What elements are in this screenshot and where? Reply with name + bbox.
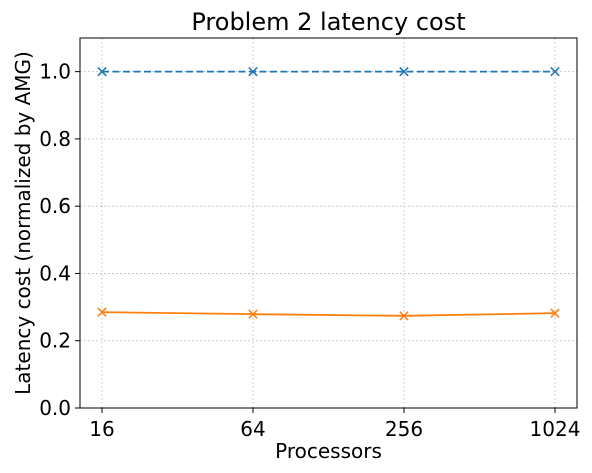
- y-tick-label: 0.2: [39, 329, 71, 353]
- y-tick-label: 1.0: [39, 60, 71, 84]
- y-axis-label: Latency cost (normalized by AMG): [11, 51, 35, 395]
- series-2-point: [248, 309, 258, 319]
- x-tick-label: 256: [385, 417, 423, 441]
- y-tick-label: 0.6: [39, 194, 71, 218]
- series-line-2: [101, 311, 556, 317]
- grid-lines: [80, 38, 577, 409]
- series-1-point: [97, 66, 107, 77]
- series-1-point: [248, 66, 258, 77]
- series-2-point: [399, 311, 409, 321]
- series-layer: [97, 66, 560, 321]
- x-tick-label: 1024: [530, 417, 581, 441]
- x-axis-label: Processors: [275, 439, 382, 463]
- series-2-point: [550, 308, 560, 318]
- y-tick-label: 0.4: [39, 261, 71, 285]
- series-2-point: [97, 307, 107, 317]
- series-1-point: [550, 66, 560, 77]
- y-tick-label: 0.0: [39, 396, 71, 420]
- series-1-point: [399, 66, 409, 77]
- y-tick-label: 0.8: [39, 127, 71, 151]
- x-tick-label: 16: [89, 417, 114, 441]
- x-tick-label: 64: [240, 417, 265, 441]
- axis-ticks: 16 64 256 1024 0.0 0.2 0.4 0.6 0.8 1.0: [39, 60, 580, 441]
- chart-title: Problem 2 latency cost: [191, 8, 465, 36]
- plot-frame: [79, 37, 578, 409]
